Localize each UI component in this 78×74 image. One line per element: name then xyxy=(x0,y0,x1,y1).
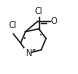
Text: Cl: Cl xyxy=(9,21,17,30)
Text: Cl: Cl xyxy=(35,7,43,16)
Text: N: N xyxy=(25,49,31,58)
Text: O: O xyxy=(51,17,57,26)
